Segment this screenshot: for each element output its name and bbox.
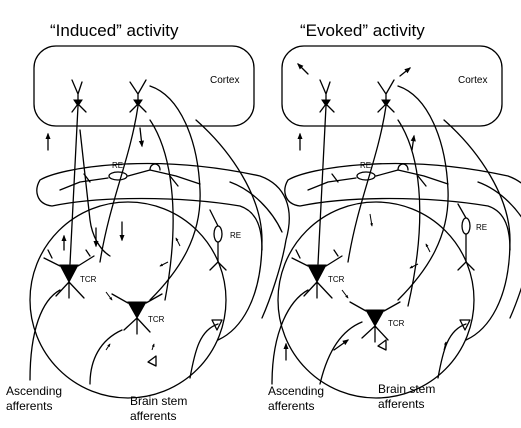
arrow-into-cortex-left [297, 63, 309, 75]
label-ascending-l1: Ascending [6, 384, 62, 398]
re-label-side: RE [476, 223, 487, 232]
cortex-label: Cortex [210, 75, 239, 86]
arrow-down-cortex [138, 127, 145, 148]
corticothalamic-path-left [69, 105, 79, 265]
ascending-afferent-path-2 [89, 329, 123, 385]
panel-title: “Evoked” activity [300, 21, 425, 40]
label-ascending-l2: afferents [6, 399, 52, 413]
tcr-neuron-right [349, 301, 401, 343]
tcr-neuron-right [111, 293, 163, 335]
thalamocortical-path-right [149, 85, 201, 301]
arrow-up-ascending-2 [333, 339, 350, 351]
tcr-neuron-left [43, 249, 95, 299]
re-label-top: RE [112, 161, 123, 170]
panel-induced: “Induced” activity Cortex RE RE [6, 21, 290, 423]
arrow-small-5 [443, 341, 447, 351]
brainstem-terminal [147, 355, 157, 367]
re-label-top: RE [360, 161, 371, 170]
relay-path [397, 119, 421, 307]
re-inner-boundary [477, 181, 521, 218]
label-brainstem-l1: Brain stem [378, 382, 435, 396]
tcr-label-right: TCR [148, 315, 165, 324]
label-brainstem-l2: afferents [378, 397, 424, 411]
thalamus-region [29, 201, 227, 399]
arrow-small-2 [425, 243, 431, 253]
panel-title: “Induced” activity [50, 21, 179, 40]
corticothalamic-path-mid [99, 105, 139, 263]
arrow-small-2 [159, 261, 169, 267]
tcr-neuron-left [291, 249, 343, 299]
arrow-small-3 [105, 291, 113, 301]
cortical-neuron-right [129, 79, 147, 113]
re-neuron-top [59, 163, 201, 191]
cortical-neuron-left [319, 79, 335, 113]
tcr-label-left: TCR [328, 275, 345, 284]
ascending-afferent-path-2 [319, 321, 363, 385]
corticothalamic-path-mid [347, 105, 387, 263]
label-ascending-l1: Ascending [268, 384, 324, 398]
arrow-up-relay [410, 134, 416, 151]
cortex-region [281, 45, 503, 127]
afferent-terminal [459, 319, 471, 331]
corticothalamic-path-left [317, 105, 327, 265]
thalamocortical-path-right [397, 85, 449, 301]
re-inner-boundary [229, 181, 283, 233]
relay-path [149, 119, 174, 301]
label-brainstem-l1: Brain stem [130, 394, 187, 408]
cortical-neuron-left [71, 79, 87, 113]
brainstem-afferent-path [189, 323, 219, 379]
cortex-label: Cortex [458, 75, 487, 86]
arrow-small-3 [409, 263, 419, 269]
label-brainstem-l2: afferents [130, 409, 176, 423]
outer-loop-path [195, 119, 263, 341]
cortex-region [33, 45, 255, 127]
brainstem-terminal [377, 339, 387, 351]
label-ascending-l2: afferents [268, 399, 314, 413]
ascending-afferent-path [271, 289, 309, 385]
outer-loop-path [443, 119, 511, 341]
cortical-neuron-right [377, 79, 395, 113]
tcr-label-left: TCR [80, 275, 97, 284]
re-neuron-side [457, 203, 475, 271]
brainstem-afferent-path [437, 323, 467, 379]
re-neuron-top [307, 163, 449, 191]
ascending-afferent-path [29, 289, 61, 381]
arrow-small-5 [151, 343, 155, 351]
arrow-small-4 [341, 289, 349, 299]
arrow-into-cortex-right [399, 67, 412, 77]
arrow-small-1 [369, 213, 373, 227]
thalamus-region [277, 201, 475, 399]
re-nucleus-band [36, 162, 290, 319]
re-neuron-side [209, 209, 227, 271]
re-label-side: RE [230, 231, 241, 240]
arrow-small-4 [105, 343, 111, 351]
tcr-label-right: TCR [388, 319, 405, 328]
arrow-small-1 [175, 237, 181, 247]
re-nucleus-band [284, 162, 521, 319]
afferent-terminal [211, 319, 223, 331]
panel-evoked: “Evoked” activity Cortex RE RE [268, 21, 521, 413]
